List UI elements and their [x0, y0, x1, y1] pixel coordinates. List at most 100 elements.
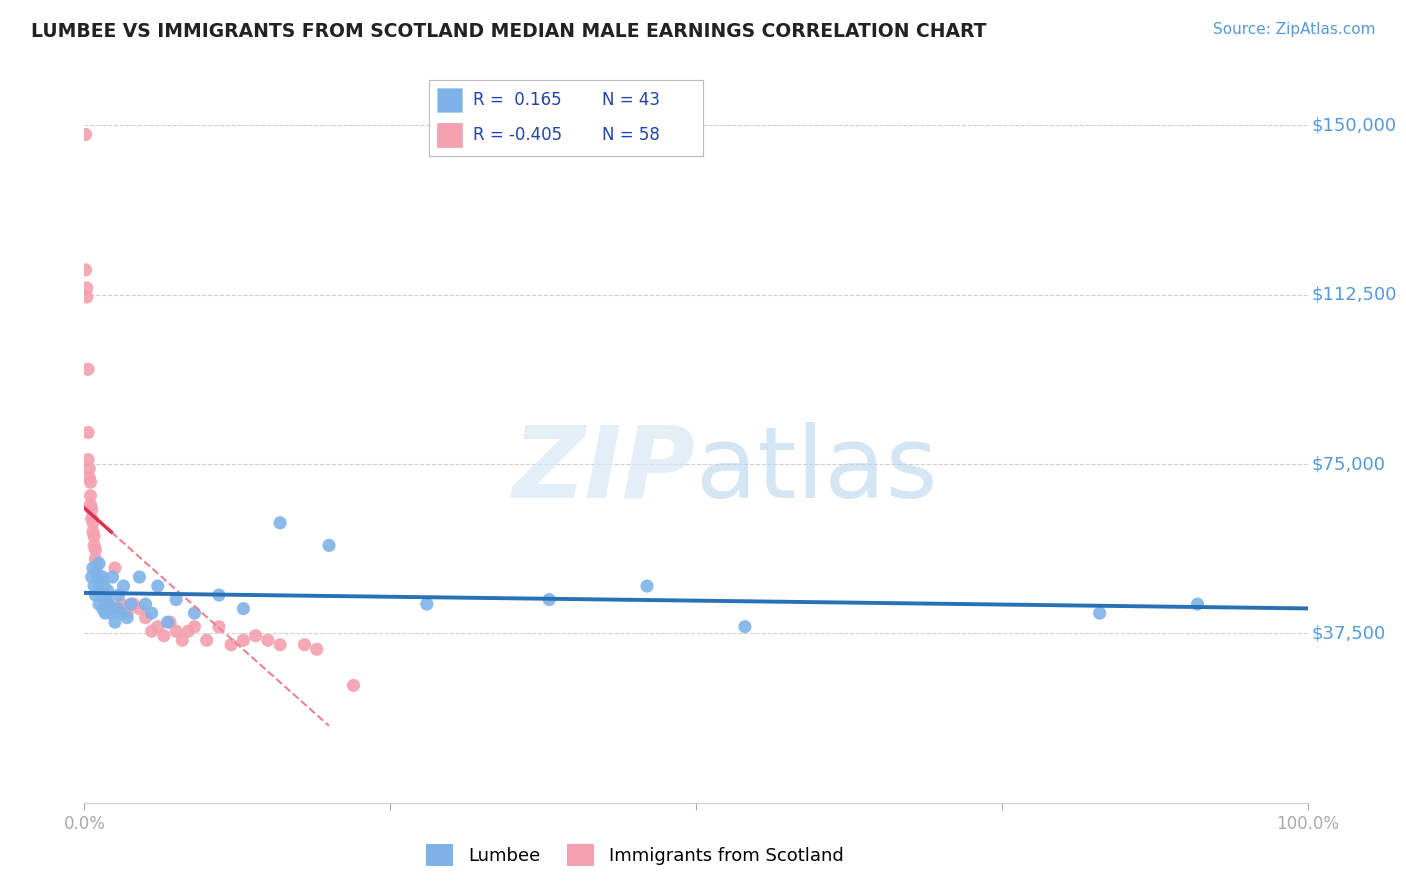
Point [97, 597, 120, 611]
Text: ZIP: ZIP [513, 422, 696, 519]
Point [96, 592, 118, 607]
Point [76, 281, 98, 295]
Point [97, 583, 120, 598]
Point [208, 620, 231, 634]
Point [115, 610, 138, 624]
Point [83, 529, 105, 543]
Point [86, 566, 108, 580]
Point [94, 606, 117, 620]
Point [93, 588, 115, 602]
Point [257, 633, 280, 648]
Point [305, 642, 328, 657]
Point [86, 566, 108, 580]
Point [90, 583, 112, 598]
Point [77, 452, 100, 467]
Point [87, 583, 110, 598]
Text: N = 43: N = 43 [602, 91, 659, 109]
Point [90, 588, 112, 602]
Point [135, 610, 157, 624]
Point [101, 570, 124, 584]
Point [219, 638, 242, 652]
Point [232, 633, 254, 648]
Point [342, 678, 364, 692]
Point [1187, 597, 1209, 611]
Point [94, 588, 117, 602]
Point [79, 475, 101, 490]
Point [120, 597, 142, 611]
Point [76, 290, 98, 304]
Point [91, 570, 114, 584]
Point [183, 620, 205, 634]
Point [146, 579, 169, 593]
Text: LUMBEE VS IMMIGRANTS FROM SCOTLAND MEDIAN MALE EARNINGS CORRELATION CHART: LUMBEE VS IMMIGRANTS FROM SCOTLAND MEDIA… [31, 22, 987, 41]
Point [112, 579, 135, 593]
FancyBboxPatch shape [437, 88, 461, 112]
Point [80, 511, 103, 525]
Point [87, 570, 110, 584]
Text: $37,500: $37,500 [1312, 624, 1385, 642]
Point [177, 624, 200, 639]
Point [115, 606, 138, 620]
Point [153, 629, 176, 643]
Text: $150,000: $150,000 [1312, 117, 1396, 135]
Point [77, 362, 100, 376]
Point [89, 579, 111, 593]
Point [195, 633, 218, 648]
Point [269, 516, 291, 530]
Point [159, 615, 181, 630]
Text: R = -0.405: R = -0.405 [472, 126, 562, 144]
Point [156, 615, 179, 630]
Point [93, 579, 115, 593]
Point [84, 542, 107, 557]
Point [83, 538, 105, 552]
Point [165, 624, 187, 639]
Point [100, 606, 122, 620]
Point [96, 592, 118, 607]
Point [84, 588, 107, 602]
Text: $112,500: $112,500 [1312, 285, 1396, 304]
Point [146, 620, 169, 634]
Point [104, 561, 127, 575]
Text: R =  0.165: R = 0.165 [472, 91, 561, 109]
Point [82, 561, 104, 575]
Point [172, 633, 194, 648]
Point [82, 524, 104, 539]
Point [100, 601, 122, 615]
Point [79, 498, 101, 512]
Text: Source: ZipAtlas.com: Source: ZipAtlas.com [1212, 22, 1375, 37]
Point [269, 638, 291, 652]
Point [77, 425, 100, 440]
Text: N = 58: N = 58 [602, 126, 659, 144]
Point [141, 606, 163, 620]
FancyBboxPatch shape [437, 123, 461, 147]
Point [77, 461, 100, 475]
Point [87, 570, 110, 584]
Point [77, 470, 100, 484]
Text: $75,000: $75,000 [1312, 455, 1385, 473]
Point [84, 552, 107, 566]
Point [318, 538, 340, 552]
Text: atlas: atlas [696, 422, 938, 519]
Point [86, 557, 108, 571]
Point [83, 579, 105, 593]
Point [80, 570, 103, 584]
Point [91, 583, 114, 598]
Point [122, 597, 145, 611]
Point [183, 606, 205, 620]
Point [87, 579, 110, 593]
Point [107, 601, 129, 615]
Point [232, 601, 254, 615]
Point [128, 601, 150, 615]
Point [734, 620, 756, 634]
Point [636, 579, 658, 593]
Point [75, 128, 97, 142]
Point [1088, 606, 1111, 620]
Legend: Lumbee, Immigrants from Scotland: Lumbee, Immigrants from Scotland [419, 837, 851, 873]
Point [91, 601, 114, 615]
Point [416, 597, 439, 611]
Point [165, 592, 187, 607]
Point [104, 615, 127, 630]
Point [107, 588, 129, 602]
Point [89, 574, 111, 589]
Point [79, 489, 101, 503]
